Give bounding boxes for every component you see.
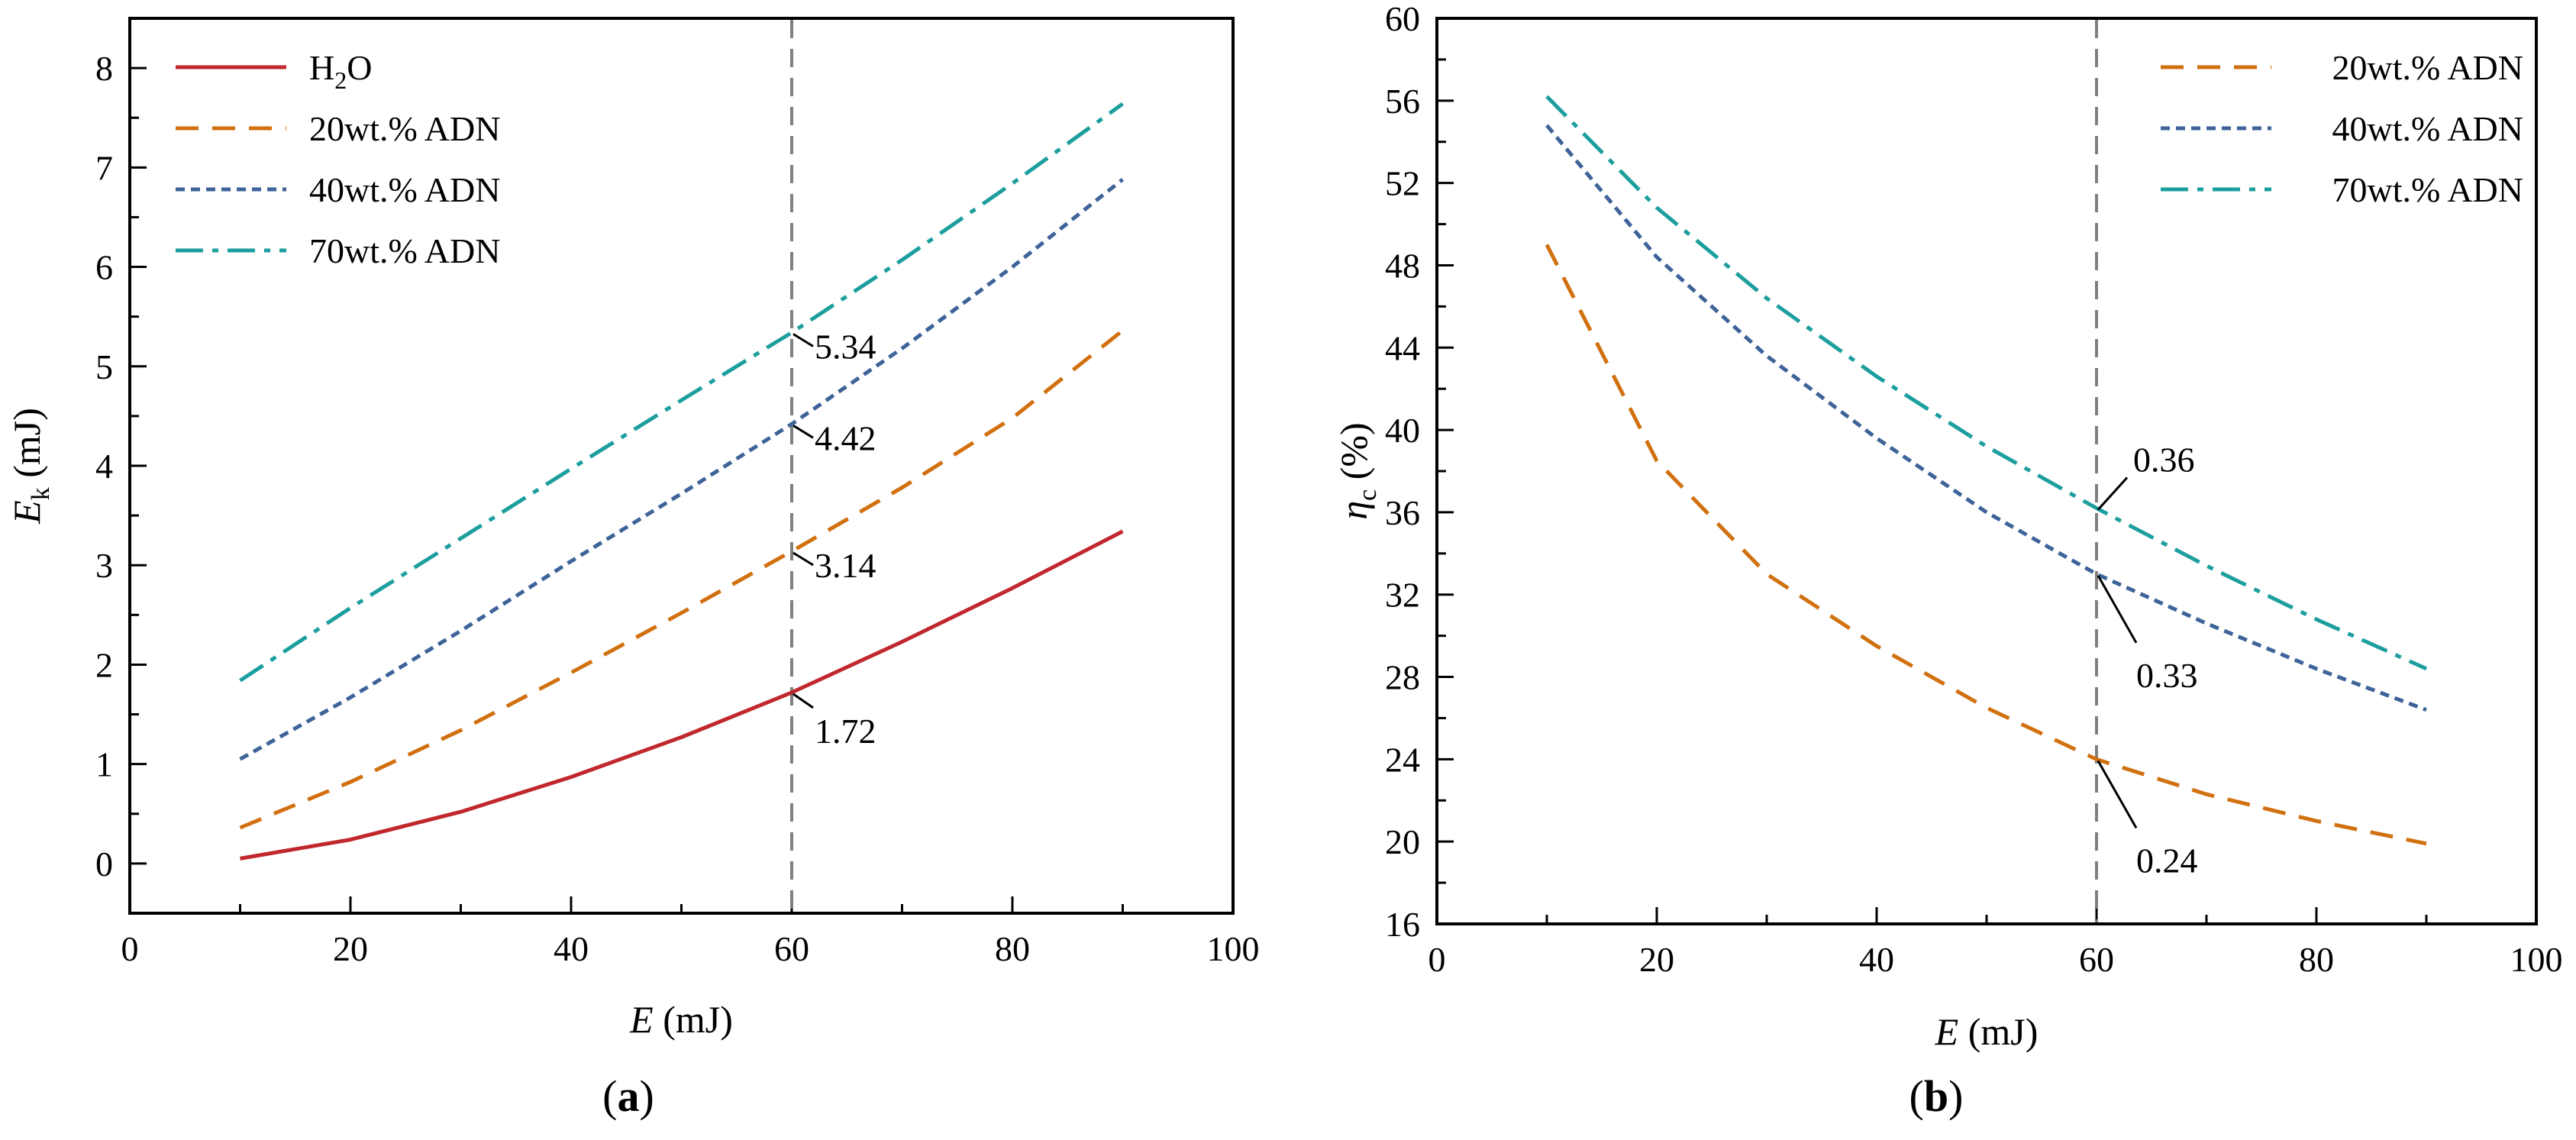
panel-a-annotation-label: 4.42	[815, 418, 876, 457]
panel-a-y-tick-label: 5	[95, 347, 113, 386]
panel-a-x-tick-label: 40	[554, 929, 589, 968]
panel-b-y-tick-label: 44	[1385, 328, 1420, 367]
panel-b-annotation-leader	[2097, 476, 2129, 511]
panel-a-x-tick-label: 60	[774, 929, 809, 968]
panel-a-panel-label: (a)	[602, 1071, 654, 1121]
panel-b-x-tick-label: 0	[1428, 940, 1446, 979]
panel-a-y-axis-title: Ek (mJ)	[5, 408, 55, 525]
panel-b-annotation-label: 0.24	[2136, 841, 2198, 880]
panel-a-legend-label-1: 20wt.% ADN	[309, 109, 500, 148]
panel-b-legend-label-2: 70wt.% ADN	[2332, 170, 2523, 209]
panel-b-x-tick-label: 80	[2299, 940, 2334, 979]
panel-a-series-line-3	[239, 102, 1124, 683]
panel-a-annotation-label: 1.72	[815, 712, 876, 751]
panel-b-legend-label-0: 20wt.% ADN	[2332, 48, 2523, 87]
panel-a-annotation-leader	[792, 693, 814, 709]
panel-a-annotation-leader	[792, 333, 814, 347]
panel-b-y-tick-label: 28	[1385, 658, 1420, 697]
panel-b-x-tick-label: 20	[1639, 940, 1674, 979]
panel-b-legend: 20wt.% ADN 40wt.% ADN 70wt.% ADN	[2161, 48, 2523, 209]
panel-b-series-line-2	[1545, 95, 2428, 671]
panel-a-legend-label-0: H2O	[309, 48, 372, 94]
panel-b-y-tick-label: 52	[1385, 164, 1420, 203]
panel-b-x-axis-title: E (mJ)	[1935, 1010, 2039, 1053]
panel-a-y-tick-label: 0	[95, 845, 113, 883]
panel-a-x-tick-label: 80	[995, 929, 1030, 968]
panel-a-y-tick-label: 2	[95, 645, 113, 684]
panel-a-x-tick-label: 100	[1207, 929, 1260, 968]
panel-b-y-tick-label: 20	[1385, 822, 1420, 861]
panel-b: 0 20 40 60 80 100 16 20 24 28 32 36 40 44 48 52 56 60 0.36…	[1332, 0, 2563, 1121]
panel-b-y-tick-label: 16	[1385, 905, 1420, 944]
panel-b-legend-label-1: 40wt.% ADN	[2332, 109, 2523, 148]
panel-a-y-tick-label: 4	[95, 447, 113, 486]
panel-b-series-line-0	[1545, 244, 2427, 846]
panel-a-annotation-label: 5.34	[815, 328, 876, 367]
panel-b-y-tick-label: 24	[1385, 740, 1420, 779]
panel-b-annotation-leader	[2097, 575, 2138, 644]
panel-a-x-axis-title: E (mJ)	[629, 998, 733, 1041]
panel-b-y-tick-label: 60	[1385, 0, 1420, 38]
panel-a-series-line-2	[239, 178, 1125, 761]
panel-a-legend-label-3: 70wt.% ADN	[309, 231, 500, 270]
panel-a-series-line-0	[240, 529, 1124, 861]
panel-b-annotation-label: 0.36	[2133, 441, 2195, 480]
panel-b-y-tick-label: 48	[1385, 246, 1420, 285]
panel-a-legend-label-2: 40wt.% ADN	[309, 170, 500, 209]
panel-b-annotation-leader	[2097, 760, 2138, 829]
panel-a-annotation-label: 3.14	[815, 546, 876, 585]
panel-b-y-tick-label: 36	[1385, 493, 1420, 532]
panel-a: 0 20 40 60 80 100 0 1 2 3 4 5 6 7 8 5.34 4.42 3.14 1.72 H2O…	[5, 17, 1260, 1121]
panel-a-y-tick-label: 6	[95, 248, 113, 287]
panel-b-x-tick-label: 100	[2510, 940, 2563, 979]
panel-a-series-line-1	[239, 328, 1125, 830]
panel-b-x-tick-label: 40	[1859, 940, 1894, 979]
panel-b-y-tick-label: 40	[1385, 411, 1420, 450]
panel-b-y-tick-label: 32	[1385, 576, 1420, 615]
panel-a-y-tick-label: 8	[95, 49, 113, 88]
panel-a-y-tick-label: 1	[95, 745, 113, 784]
panel-b-y-axis-title: ηc (%)	[1332, 422, 1382, 519]
panel-a-y-tick-label: 3	[95, 546, 113, 585]
panel-a-y-tick-label: 7	[95, 148, 113, 187]
panel-a-annotation-leader	[792, 551, 814, 567]
panel-b-series-line-1	[1545, 124, 2427, 712]
panel-a-x-tick-label: 0	[121, 929, 139, 968]
panel-b-annotation-label: 0.33	[2136, 656, 2198, 695]
panel-a-annotation-leader	[792, 425, 814, 439]
panel-a-legend: H2O 20wt.% ADN 40wt.% ADN 70wt.% ADN	[176, 48, 500, 270]
panel-b-x-tick-label: 60	[2079, 940, 2114, 979]
panel-b-y-tick-label: 56	[1385, 82, 1420, 121]
panel-b-panel-label: (b)	[1909, 1071, 1964, 1121]
panel-a-x-tick-label: 20	[333, 929, 368, 968]
